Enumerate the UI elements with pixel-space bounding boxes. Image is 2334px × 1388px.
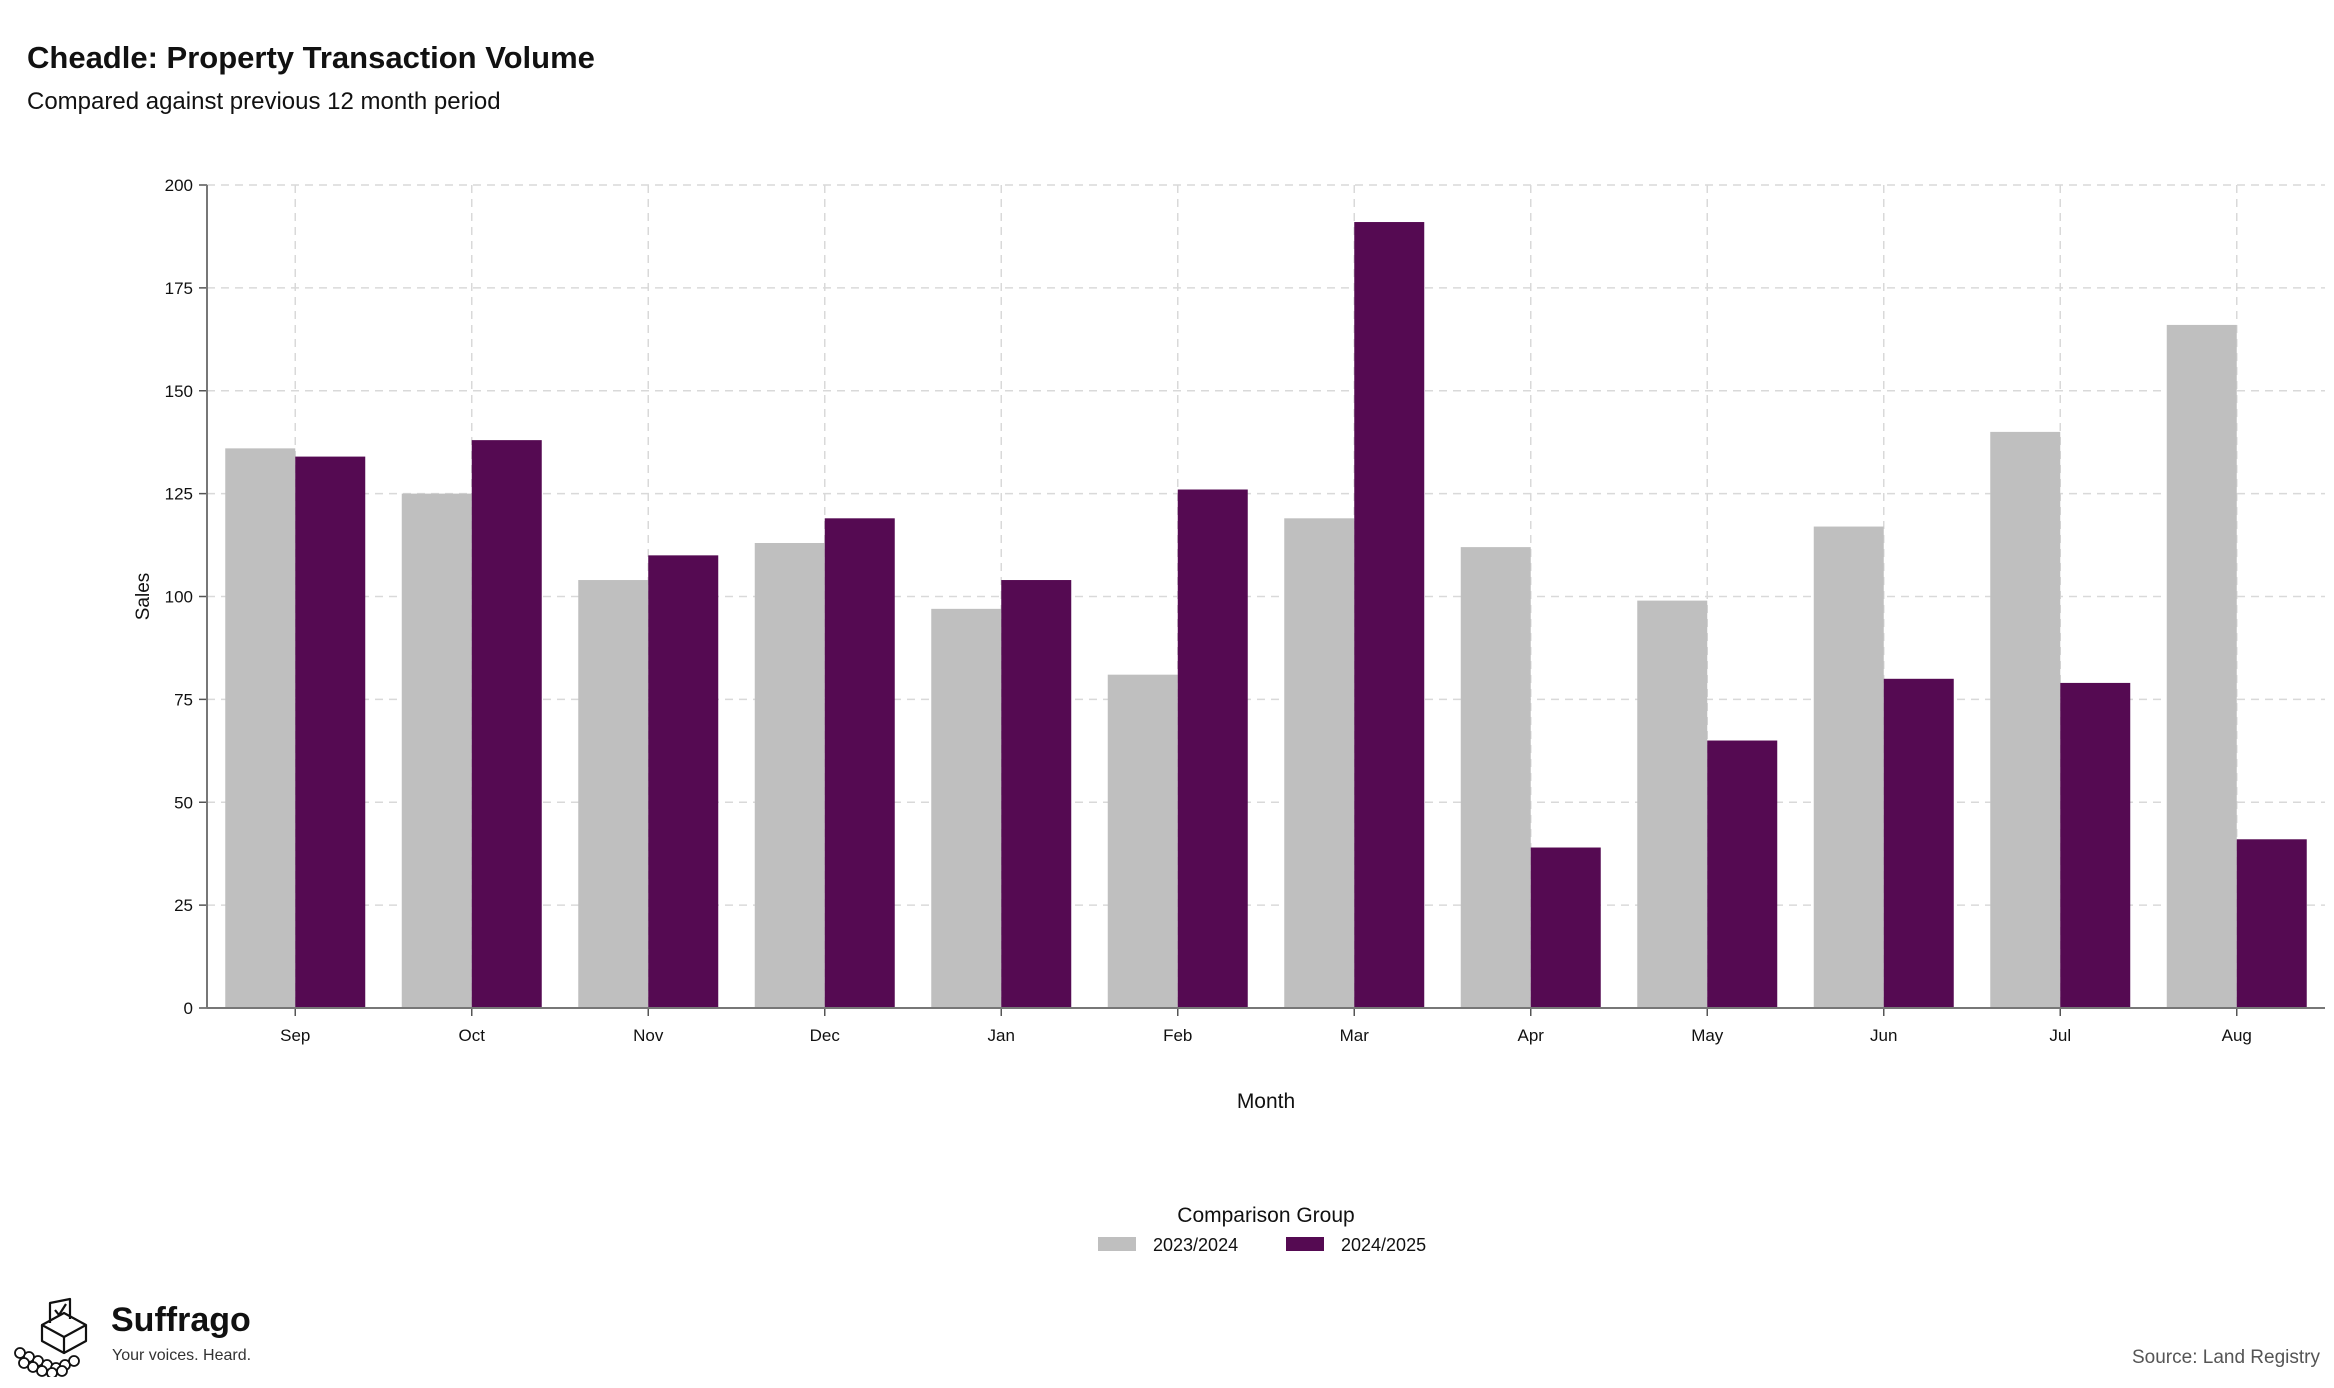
bar-2023/2024-Aug [2166, 324, 2237, 1008]
bar-2023/2024-Sep [225, 448, 296, 1008]
bar-2023/2024-Mar [1284, 518, 1355, 1008]
x-tick-label: Jul [2049, 1026, 2071, 1045]
y-tick-label: 200 [165, 176, 193, 195]
y-tick-label: 125 [165, 485, 193, 504]
y-tick-label: 25 [174, 896, 193, 915]
chart-title: Cheadle: Property Transaction Volume [27, 40, 595, 75]
x-tick-label: Apr [1518, 1026, 1545, 1045]
y-tick-label: 50 [174, 793, 193, 812]
legend-title: Comparison Group [1177, 1204, 1354, 1227]
bar-2024/2025-Dec [824, 518, 895, 1008]
bar-2023/2024-Apr [1460, 547, 1531, 1008]
x-tick-label: Dec [810, 1026, 841, 1045]
bar-2024/2025-Nov [648, 555, 719, 1008]
x-tick-label: Jun [1870, 1026, 1897, 1045]
x-tick-label: Feb [1163, 1026, 1192, 1045]
bar-chart: 0 25 50 75 100 125 150 175 200 Sep Oct Nov Dec Jan Feb… [133, 176, 2325, 1255]
x-tick-label: May [1691, 1026, 1724, 1045]
bar-2023/2024-Jul [1990, 431, 2061, 1008]
bar-2024/2025-Jul [2060, 682, 2131, 1008]
bar-2024/2025-May [1707, 740, 1778, 1008]
x-tick-label: Oct [459, 1026, 486, 1045]
bar-2024/2025-Sep [295, 456, 366, 1009]
x-tick-label: Jan [988, 1026, 1015, 1045]
bar-2023/2024-Feb [1107, 674, 1178, 1008]
bar-2023/2024-May [1637, 600, 1708, 1008]
x-axis-label: Month [1237, 1090, 1295, 1113]
legend-swatch-2024/2025 [1286, 1237, 1324, 1251]
bar-2024/2025-Feb [1177, 489, 1248, 1008]
y-axis-label: Sales [133, 573, 154, 621]
bar-2023/2024-Nov [578, 580, 649, 1008]
bar-2024/2025-Apr [1530, 847, 1601, 1008]
bar-2024/2025-Aug [2236, 839, 2307, 1008]
y-tick-label: 100 [165, 588, 193, 607]
bar-2024/2025-Oct [471, 440, 542, 1008]
y-tick-label: 0 [184, 999, 193, 1018]
bar-2023/2024-Jun [1813, 526, 1884, 1008]
bar-2024/2025-Jan [1001, 580, 1072, 1008]
bar-2023/2024-Jan [931, 608, 1002, 1008]
ballot-box-icon [14, 1297, 88, 1377]
x-tick-label: Nov [633, 1026, 664, 1045]
x-tick-label: Mar [1340, 1026, 1370, 1045]
source-note: Source: Land Registry [2132, 1347, 2320, 1368]
x-tick-label: Aug [2222, 1026, 2252, 1045]
brand-logo: Suffrago Your voices. Heard. [12, 1295, 272, 1377]
chart-subtitle: Compared against previous 12 month perio… [27, 88, 501, 115]
bar-2023/2024-Oct [401, 493, 472, 1008]
legend-label-2024/2025: 2024/2025 [1341, 1235, 1426, 1255]
brand-name: Suffrago [111, 1301, 251, 1339]
brand-tagline: Your voices. Heard. [112, 1347, 252, 1364]
bar-2024/2025-Mar [1354, 222, 1425, 1008]
bar-2024/2025-Jun [1883, 678, 1954, 1008]
y-tick-label: 150 [165, 382, 193, 401]
y-tick-label: 75 [174, 690, 193, 709]
legend-label-2023/2024: 2023/2024 [1153, 1235, 1238, 1255]
bar-2023/2024-Dec [754, 543, 825, 1008]
x-tick-label: Sep [280, 1026, 310, 1045]
legend-swatch-2023/2024 [1098, 1237, 1136, 1251]
y-tick-label: 175 [165, 279, 193, 298]
